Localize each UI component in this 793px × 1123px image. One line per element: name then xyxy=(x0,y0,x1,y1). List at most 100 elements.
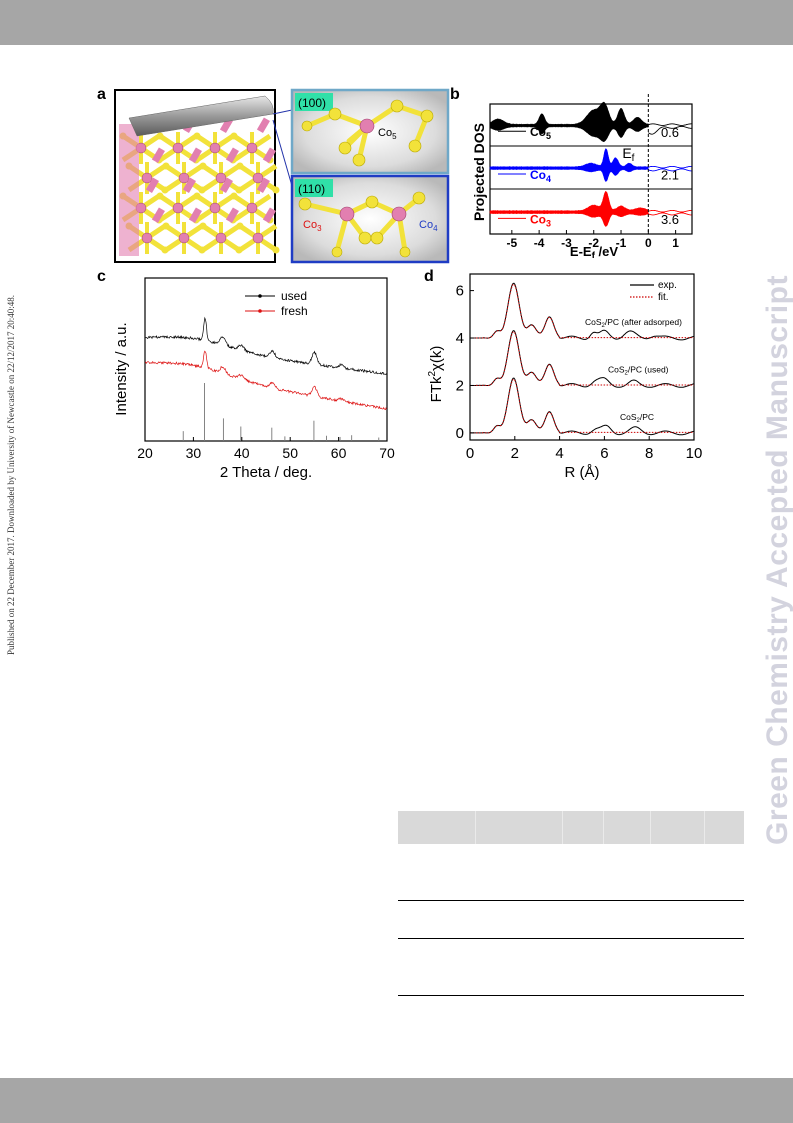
sulfur-atom xyxy=(236,222,244,230)
dos-xtick-label: -3 xyxy=(561,236,572,250)
cobalt-atom xyxy=(172,202,184,214)
cobalt-octahedron xyxy=(188,207,202,224)
sulfur-atom xyxy=(162,222,170,230)
dos-unocc-down-co3 xyxy=(648,212,692,216)
sulfur-atom xyxy=(156,132,164,140)
exafs-xlabel: R (Å) xyxy=(565,464,600,481)
exafs-fit-curve xyxy=(470,331,694,387)
cobalt-atom xyxy=(209,202,221,214)
table-col-sep-5 xyxy=(704,811,705,844)
sulfur-atom xyxy=(193,192,201,200)
legend-fresh: fresh xyxy=(281,304,308,318)
dos-area-co5 xyxy=(489,101,649,142)
table-divider-3 xyxy=(398,995,744,996)
exafs-ytick-label: 2 xyxy=(456,377,464,394)
cobalt-octahedron xyxy=(256,117,270,134)
xrd-ylabel: Intensity / a.u. xyxy=(113,322,130,415)
table-col-sep-3 xyxy=(603,811,604,844)
exafs-xtick-label: 4 xyxy=(555,445,563,462)
cobalt-atom xyxy=(246,202,258,214)
sulfur-atom xyxy=(230,192,238,200)
cobalt-atom xyxy=(172,142,184,154)
xrd-xtick-label: 50 xyxy=(282,445,298,461)
panel-d-letter: d xyxy=(424,268,434,285)
panel-c-letter: c xyxy=(97,268,106,285)
dos-xtick-label: 0 xyxy=(645,236,652,250)
sulfur-atom xyxy=(199,162,207,170)
xrd-legend: used fresh xyxy=(245,289,308,318)
cobalt-octahedron xyxy=(219,177,233,194)
panel-b-letter: b xyxy=(450,86,460,103)
dos-unocc-up-co3 xyxy=(648,209,692,213)
legend-exp: exp. xyxy=(658,280,677,291)
cobalt-octahedron xyxy=(262,207,276,224)
dos-xtick-label: 1 xyxy=(672,236,679,250)
exafs-xtick-label: 0 xyxy=(466,445,474,462)
crystal-structure-figure: (100) Co5 (110) xyxy=(114,88,450,264)
cobalt-octahedron xyxy=(151,207,165,224)
table-col-sep-1 xyxy=(475,811,476,844)
cobalt-octahedron xyxy=(262,147,276,164)
panel-a: a (100) xyxy=(97,86,452,266)
footer-band xyxy=(0,1078,793,1123)
exafs-ytick-label: 6 xyxy=(456,283,464,300)
dos-xtick-label: -5 xyxy=(507,236,518,250)
cobalt-atom xyxy=(141,232,153,244)
xrd-curve-fresh xyxy=(144,350,387,411)
header-band xyxy=(0,0,793,45)
dos-unocc-up-co4 xyxy=(648,165,692,169)
cobalt-octahedron xyxy=(256,177,270,194)
sulfur-atom xyxy=(236,162,244,170)
xrd-xtick-label: 20 xyxy=(137,445,153,461)
exafs-chart: FTk2χ(k) CoS2/PC (after adsorped) CoS2/PC… xyxy=(427,273,703,481)
dos-xtick-label: -2 xyxy=(588,236,599,250)
panel-c: c Intensity / a.u. 20 30 40 50 60 70 2 Theta … xyxy=(97,268,407,483)
sulfur-atom xyxy=(193,132,201,140)
exafs-ytick-label: 0 xyxy=(456,425,464,442)
exafs-fit-curve xyxy=(470,378,694,434)
table-col-sep-2 xyxy=(562,811,563,844)
dos-xtick-label: -1 xyxy=(616,236,627,250)
value-label-co4: 2.1 xyxy=(661,168,679,183)
cobalt-octahedron xyxy=(225,147,239,164)
cobalt-atom xyxy=(178,172,190,184)
sulfur-atom xyxy=(162,162,170,170)
dos-unocc-down-co4 xyxy=(648,168,692,172)
cobalt-octahedron xyxy=(225,207,239,224)
xrd-curve-used xyxy=(144,316,387,375)
xrd-xtick-label: 60 xyxy=(331,445,347,461)
exafs-legend: exp. fit. xyxy=(630,280,677,303)
cobalt-octahedron xyxy=(151,147,165,164)
sulfur-atom xyxy=(272,186,280,194)
table-divider-1 xyxy=(398,900,744,901)
sulfur-atom xyxy=(156,192,164,200)
xrd-xtick-label: 30 xyxy=(186,445,202,461)
accepted-manuscript-watermark: Green Chemistry Accepted Manuscript xyxy=(761,275,793,845)
exafs-xtick-label: 8 xyxy=(645,445,653,462)
panel-d: d FTk2χ(k) CoS2/PC (after adsorped) CoS2/… xyxy=(420,268,710,483)
legend-used: used xyxy=(281,289,307,303)
exafs-xtick-label: 10 xyxy=(686,445,703,462)
dos-unocc-down-co5 xyxy=(648,125,692,135)
exafs-series-label: CoS2/PC (after adsorped) xyxy=(585,317,682,329)
cobalt-atom xyxy=(246,142,258,154)
series-label-co3: Co3 xyxy=(530,212,551,228)
sulfur-atom xyxy=(230,132,238,140)
dos-ylabel: Projected DOS xyxy=(471,123,487,221)
xrd-xlabel: 2 Theta / deg. xyxy=(220,464,312,481)
cobalt-atom xyxy=(215,232,227,244)
publication-stamp: Published on 22 December 2017. Downloade… xyxy=(6,295,16,655)
table-header-band xyxy=(398,811,744,844)
exafs-series-label: CoS2/PC (used) xyxy=(608,364,669,376)
dos-area-co3 xyxy=(489,190,649,227)
value-label-co3: 3.6 xyxy=(661,212,679,227)
cobalt-octahedron xyxy=(188,147,202,164)
table-divider-2 xyxy=(398,938,744,939)
exafs-xtick-label: 2 xyxy=(511,445,519,462)
cobalt-atom xyxy=(141,172,153,184)
inset-110-label: (110) xyxy=(298,182,325,196)
exafs-ylabel: FTk2χ(k) xyxy=(427,346,445,403)
cobalt-atom xyxy=(252,232,264,244)
series-label-co5: Co5 xyxy=(530,125,551,141)
cobalt-octahedron xyxy=(145,177,159,194)
